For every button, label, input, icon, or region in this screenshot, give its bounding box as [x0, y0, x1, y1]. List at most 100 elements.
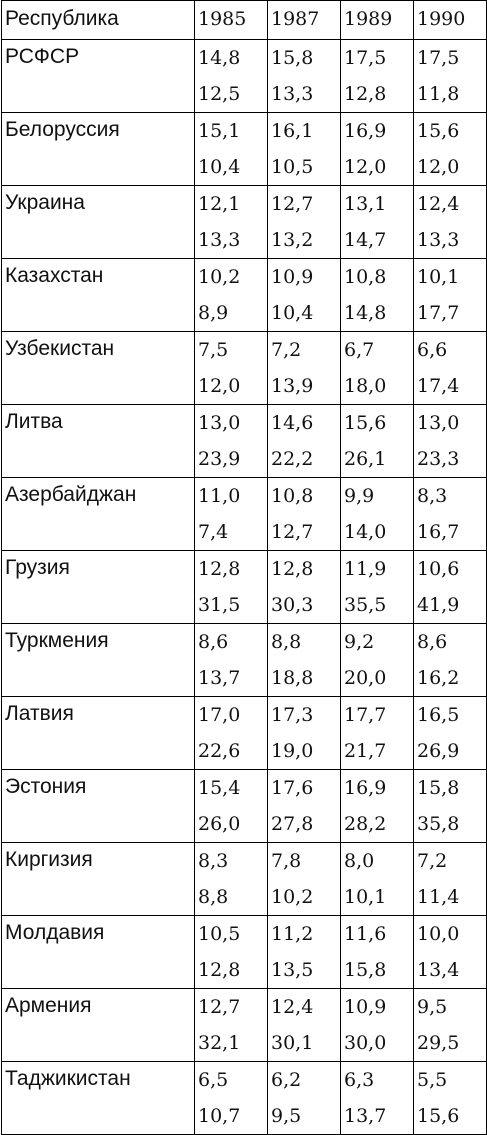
value: 8,0	[344, 850, 375, 872]
republic-cell: Белоруссия	[1, 112, 195, 186]
value: 10,8	[344, 266, 387, 288]
value: 12,8	[198, 959, 241, 981]
republic-name: Узбекистан	[5, 337, 115, 360]
value: 17,5	[417, 47, 460, 69]
value: 16,9	[344, 777, 387, 799]
value-cell: 15,8 13,3	[267, 39, 341, 113]
value: 14,8	[344, 302, 387, 324]
value-cell: 16,5 26,9	[413, 696, 487, 770]
table-row: Туркмения 8,6 13,7 8,8 18,8 9,2 20,0 8,6 16,2	[1, 623, 487, 697]
republic-cell: Украина	[1, 185, 195, 259]
republic-name: Молдавия	[5, 921, 105, 944]
value: 16,9	[344, 120, 387, 142]
table-row: Молдавия 10,5 12,8 11,2 13,5 11,6 15,8 10,0 13,4	[1, 915, 487, 989]
value: 8,6	[417, 631, 448, 653]
value: 8,6	[198, 631, 229, 653]
value: 41,9	[417, 594, 460, 616]
value: 32,1	[198, 1032, 241, 1054]
republic-name: РСФСР	[5, 45, 80, 68]
value-cell: 12,1 13,3	[194, 185, 268, 259]
value: 16,5	[417, 704, 460, 726]
value: 12,0	[417, 156, 460, 178]
value-cell: 9,9 14,0	[340, 477, 414, 551]
value: 10,5	[271, 156, 314, 178]
republic-name: Таджикистан	[5, 1067, 131, 1090]
value: 13,1	[344, 193, 387, 215]
value: 26,1	[344, 448, 387, 470]
value-cell: 17,6 27,8	[267, 769, 341, 843]
value-cell: 12,4 30,1	[267, 988, 341, 1062]
header-cell: 1990	[413, 0, 487, 40]
republic-name: Украина	[5, 191, 85, 214]
value-cell: 15,6 26,1	[340, 404, 414, 478]
value: 17,7	[417, 302, 460, 324]
republic-cell: Узбекистан	[1, 331, 195, 405]
value-cell: 10,0 13,4	[413, 915, 487, 989]
value: 13,3	[417, 229, 460, 251]
value-cell: 16,9 28,2	[340, 769, 414, 843]
value: 10,0	[417, 923, 460, 945]
republic-name: Армения	[5, 994, 92, 1017]
value-cell: 6,6 17,4	[413, 331, 487, 405]
republic-cell: Казахстан	[1, 258, 195, 332]
value-cell: 15,4 26,0	[194, 769, 268, 843]
value-cell: 6,2 9,5	[267, 1061, 341, 1135]
value: 15,8	[344, 959, 387, 981]
value-cell: 9,2 20,0	[340, 623, 414, 697]
value-cell: 10,9 30,0	[340, 988, 414, 1062]
value: 17,5	[344, 47, 387, 69]
table-row: Узбекистан 7,5 12,0 7,2 13,9 6,7 18,0 6,6 17,4	[1, 331, 487, 405]
table-row: Таджикистан 6,5 10,7 6,2 9,5 6,3 13,7 5,5 15,6	[1, 1061, 487, 1135]
value: 10,8	[271, 485, 314, 507]
republic-name: Грузия	[5, 556, 70, 579]
value-cell: 6,7 18,0	[340, 331, 414, 405]
value: 12,8	[271, 558, 314, 580]
value: 23,9	[198, 448, 241, 470]
value: 14,6	[271, 412, 314, 434]
value: 9,9	[344, 485, 375, 507]
value: 14,0	[344, 521, 387, 543]
value: 10,9	[271, 266, 314, 288]
value: 22,2	[271, 448, 314, 470]
value: 16,1	[271, 120, 314, 142]
value: 13,0	[198, 412, 241, 434]
value-cell: 17,3 19,0	[267, 696, 341, 770]
header-cell: 1989	[340, 0, 414, 40]
value: 10,4	[198, 156, 241, 178]
value: 35,8	[417, 813, 460, 835]
value: 12,4	[271, 996, 314, 1018]
value: 27,8	[271, 813, 314, 835]
republic-name: Киргизия	[5, 848, 93, 871]
value: 15,4	[198, 777, 241, 799]
table-row: РСФСР 14,8 12,5 15,8 13,3 17,5 12,8 17,5 11,8	[1, 39, 487, 113]
value: 10,9	[344, 996, 387, 1018]
value: 11,4	[417, 886, 460, 908]
value-cell: 15,1 10,4	[194, 112, 268, 186]
table-row: Эстония 15,4 26,0 17,6 27,8 16,9 28,2 15,8 35,8	[1, 769, 487, 843]
value-cell: 14,6 22,2	[267, 404, 341, 478]
value: 17,6	[271, 777, 314, 799]
value: 6,6	[417, 339, 448, 361]
republic-name: Латвия	[5, 702, 74, 725]
republic-cell: Латвия	[1, 696, 195, 770]
value: 14,7	[344, 229, 387, 251]
header-row: Республика 1985 1987 1989 1990	[1, 0, 487, 40]
value: 15,6	[417, 120, 460, 142]
value: 7,2	[271, 339, 302, 361]
value: 11,8	[417, 83, 460, 105]
value: 13,3	[271, 83, 314, 105]
value-cell: 11,6 15,8	[340, 915, 414, 989]
value-cell: 13,1 14,7	[340, 185, 414, 259]
value: 11,2	[271, 923, 314, 945]
value-cell: 8,6 13,7	[194, 623, 268, 697]
table-row: Армения 12,7 32,1 12,4 30,1 10,9 30,0 9,5 29,5	[1, 988, 487, 1062]
value-cell: 13,0 23,3	[413, 404, 487, 478]
value: 5,5	[417, 1069, 448, 1091]
table-row: Азербайджан 11,0 7,4 10,8 12,7 9,9 14,0 8,3 16,7	[1, 477, 487, 551]
value: 6,7	[344, 339, 375, 361]
value-cell: 17,5 11,8	[413, 39, 487, 113]
value: 23,3	[417, 448, 460, 470]
value: 7,8	[271, 850, 302, 872]
value-cell: 10,1 17,7	[413, 258, 487, 332]
table-row: Казахстан 10,2 8,9 10,9 10,4 10,8 14,8 10,1 17,7	[1, 258, 487, 332]
